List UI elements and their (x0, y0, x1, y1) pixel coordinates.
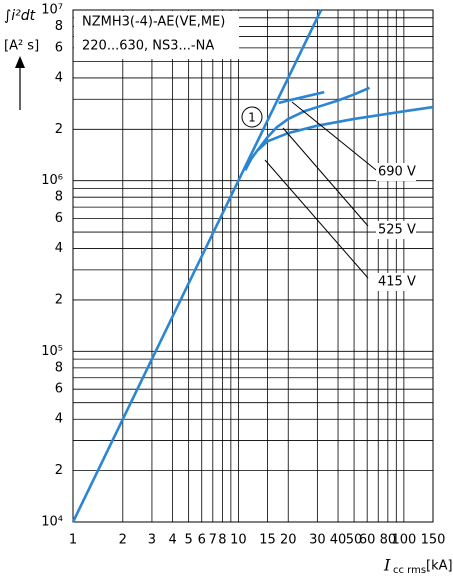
y-tick-label: 2 (55, 122, 63, 137)
x-tick-label: 40 (330, 533, 347, 548)
x-tick-label: 1 (69, 533, 77, 548)
series-label: 525 V (378, 223, 416, 238)
y-tick-label: 10⁶ (41, 173, 63, 188)
y-axis-label: ∫i²dt (4, 8, 36, 24)
x-tick-label: 50 (346, 533, 363, 548)
leader-line (291, 101, 377, 171)
x-tick-label: 4 (168, 533, 176, 548)
y-tick-label: 8 (55, 360, 63, 375)
series-line (71, 9, 323, 523)
x-axis-label-sub: cc rms (393, 565, 426, 576)
x-tick-label: 6 (198, 533, 206, 548)
x-tick-label: 100 (391, 533, 416, 548)
x-tick-label: 10 (230, 533, 247, 548)
x-tick-label: 15 (259, 533, 276, 548)
y-tick-label: 2 (55, 292, 63, 307)
leader-line (264, 159, 369, 279)
series-label: 415 V (378, 275, 416, 290)
y-tick-label: 4 (55, 241, 63, 256)
y-tick-label: 6 (55, 40, 63, 55)
title-background (74, 11, 239, 59)
x-tick-label: 7 (209, 533, 217, 548)
y-tick-label: 10⁵ (41, 344, 63, 359)
y-tick-label: 8 (55, 19, 63, 34)
chart-title: NZMH3(-4)-AE(VE,ME) (82, 15, 225, 30)
y-tick-label: 10⁴ (41, 515, 63, 530)
x-tick-label: 80 (380, 533, 397, 548)
series-line (278, 90, 325, 105)
x-tick-label: 20 (280, 533, 297, 548)
label-background (376, 221, 416, 239)
y-tick-label: 4 (55, 70, 63, 85)
x-tick-label: 2 (119, 533, 127, 548)
marker-circle (241, 106, 263, 128)
series-line (244, 105, 434, 171)
chart-subtitle: 220...630, NS3...-NA (82, 39, 214, 54)
y-tick-label: 2 (55, 463, 63, 478)
y-tick-label: 4 (55, 412, 63, 427)
series-line (256, 86, 371, 152)
series-label: 690 V (378, 165, 416, 180)
y-tick-label: 8 (55, 190, 63, 205)
marker-label: 1 (248, 111, 256, 125)
x-axis-label: I (383, 556, 391, 575)
y-axis-arrowhead (15, 56, 25, 68)
x-axis-unit: [kA] (426, 559, 453, 574)
label-background (376, 163, 416, 181)
y-tick-label: 10⁷ (41, 3, 63, 18)
y-tick-label: 6 (55, 382, 63, 397)
x-tick-label: 30 (309, 533, 326, 548)
leader-line (282, 127, 369, 227)
y-axis-unit: [A² s] (4, 39, 39, 54)
y-tick-label: 6 (55, 211, 63, 226)
x-tick-label: 3 (148, 533, 156, 548)
plot-frame (72, 9, 434, 523)
x-tick-label: 5 (184, 533, 192, 548)
x-tick-label: 60 (359, 533, 376, 548)
label-background (376, 273, 416, 291)
x-tick-label: 8 (218, 533, 226, 548)
x-tick-label: 150 (421, 533, 446, 548)
